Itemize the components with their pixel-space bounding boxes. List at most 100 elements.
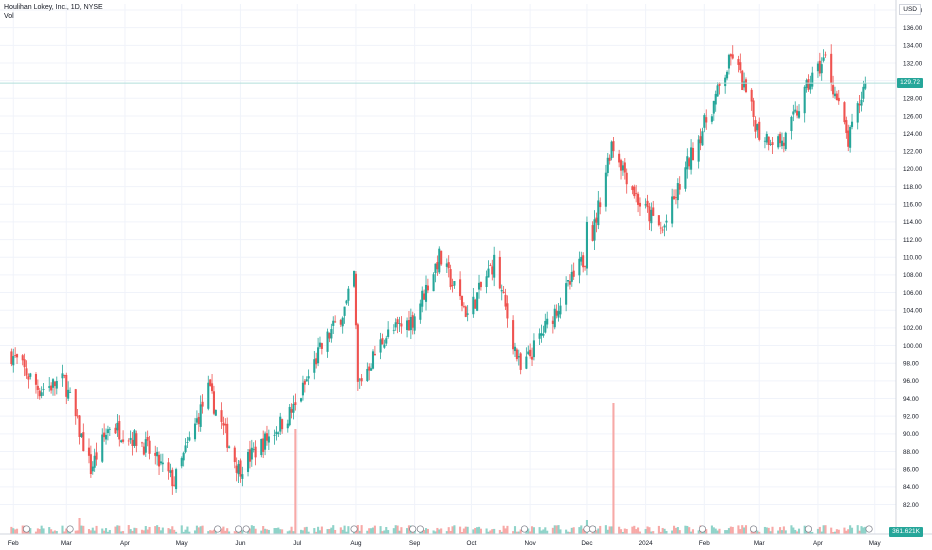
time-axis[interactable]: Feb Mar Apr May Jun Jul Aug Sep Oct Nov Dec 2024 Feb… [8, 540, 882, 547]
candle-body [705, 117, 708, 123]
candle-body [29, 373, 32, 377]
candle-body [233, 447, 236, 463]
candle-body [779, 133, 782, 144]
volume-bar [120, 531, 123, 534]
candle-body [262, 438, 265, 452]
volume-bar [862, 527, 865, 534]
volume-bar [599, 525, 602, 534]
y-tick-label: 128.00 [903, 96, 923, 103]
candle-body [120, 440, 123, 442]
candle-body [784, 132, 787, 150]
x-tick-label: 2024 [639, 540, 654, 547]
volume-bar [568, 531, 571, 534]
volume-bars [10, 403, 867, 534]
candle-body [678, 184, 681, 190]
volume-bar [14, 529, 17, 534]
x-tick-label: Sep [409, 540, 421, 547]
candle-body [275, 431, 278, 435]
volume-bar [313, 528, 316, 534]
volume-bar [122, 531, 125, 534]
volume-bar [447, 527, 450, 534]
volume-bar [201, 525, 204, 534]
volume-bar [248, 528, 251, 534]
volume-bar [78, 518, 81, 534]
volume-bar [95, 525, 98, 534]
candle-body [811, 72, 814, 87]
volume-bar [299, 529, 303, 534]
candle-body [161, 462, 164, 465]
candle-body [159, 461, 162, 464]
candle-body [228, 446, 231, 448]
volume-bar [144, 526, 147, 534]
volume-bar [529, 531, 532, 534]
candle-body [790, 116, 793, 132]
candle-body [570, 271, 573, 282]
volume-bar [646, 526, 649, 534]
volume-bar [281, 529, 284, 534]
candle-body [493, 254, 496, 278]
candle-body [440, 250, 443, 265]
event-marker-icon [22, 525, 31, 533]
volume-bar [464, 526, 467, 534]
volume-bar [625, 528, 628, 534]
volume-bar [29, 528, 32, 534]
volume-bar [171, 526, 174, 534]
volume-bar [426, 528, 429, 534]
candle-body [315, 358, 318, 365]
candle-body [771, 142, 774, 146]
volume-bar [676, 527, 679, 534]
candle-body [727, 54, 731, 69]
x-tick-label: May [176, 540, 189, 547]
volume-bar [127, 525, 130, 534]
volume-bar [34, 531, 38, 534]
volume-bar [796, 531, 799, 534]
volume-bar [38, 529, 41, 534]
candle-body [106, 429, 109, 434]
x-tick-label: Nov [525, 540, 537, 547]
candle-body [580, 256, 583, 262]
volume-bar [89, 530, 92, 534]
candle-body [15, 354, 19, 358]
volume-bar [756, 530, 759, 534]
volume-bar [513, 526, 517, 534]
candle-body [356, 324, 359, 382]
volume-bar [159, 530, 162, 534]
volume-bar [527, 528, 530, 534]
x-tick-label: Oct [467, 540, 477, 547]
x-tick-label: May [869, 540, 882, 547]
volume-bar [301, 530, 304, 534]
volume-bar [771, 526, 774, 534]
candle-body [353, 270, 356, 287]
candle-body [101, 434, 104, 462]
volume-bar [525, 531, 528, 534]
candle-body [487, 268, 490, 278]
candle-body [146, 436, 149, 441]
candle-body [144, 439, 147, 453]
candle-body [460, 295, 464, 306]
volume-bar [710, 525, 713, 534]
candle-body [127, 440, 130, 442]
volume-bar [50, 529, 53, 534]
candle-body [235, 465, 238, 473]
volume-bar [515, 531, 518, 534]
candle-body [858, 103, 861, 106]
volume-bar [824, 525, 827, 534]
volume-bar [180, 525, 183, 534]
candle-body [184, 445, 187, 453]
volume-bar [440, 528, 443, 534]
volume-bar [108, 529, 111, 534]
event-marker-icon [589, 525, 597, 533]
candle-body [451, 284, 454, 286]
price-axis[interactable]: 82.00 84.00 86.00 88.00 90.00 92.00 94.00 96.00… [0, 0, 932, 535]
volume-bar [794, 529, 797, 534]
candle-body [726, 71, 729, 79]
candle-body [188, 437, 191, 441]
candle-body [265, 433, 269, 441]
candle-body [80, 433, 83, 437]
volume-bar [604, 525, 607, 534]
volume-bar [780, 530, 784, 534]
volume-bar [61, 525, 64, 534]
volume-bar [578, 527, 581, 534]
currency-button[interactable]: USD [899, 4, 921, 15]
